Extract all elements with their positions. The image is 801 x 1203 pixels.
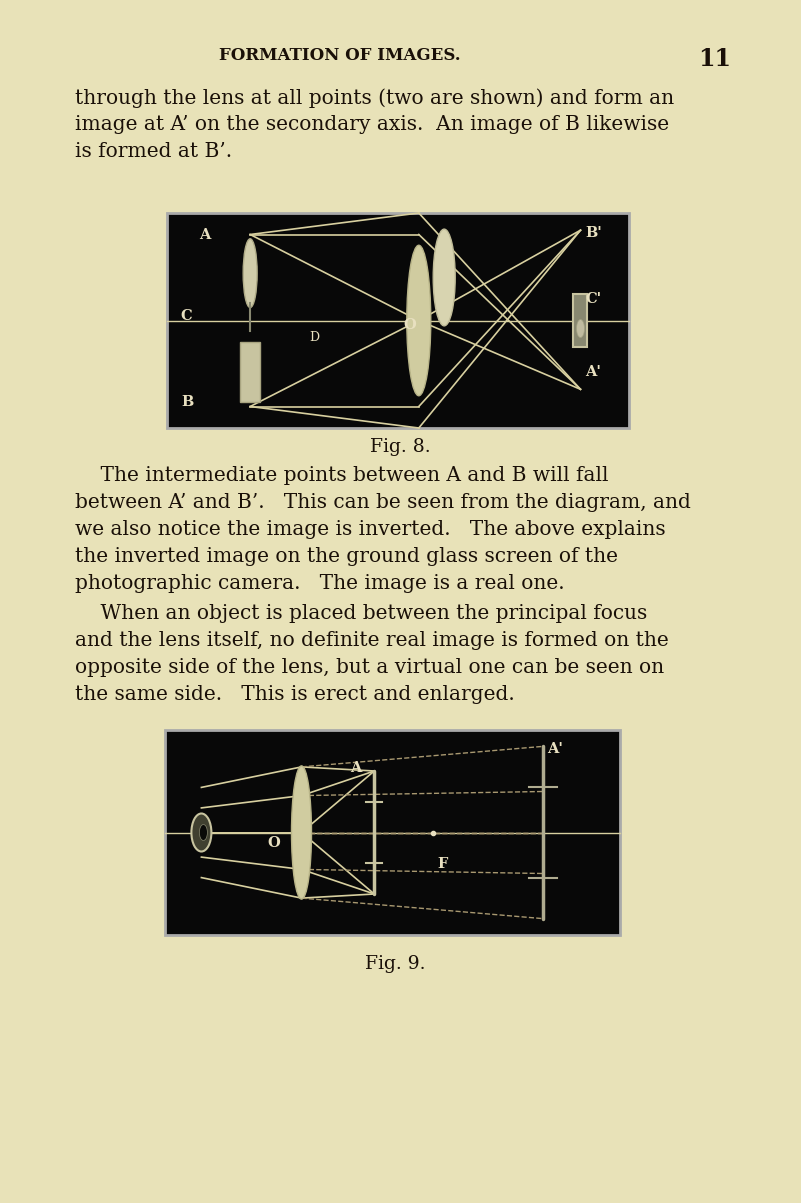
Text: C: C	[181, 309, 192, 324]
Text: through the lens at all points (two are shown) and form an: through the lens at all points (two are …	[75, 88, 674, 107]
Text: B: B	[181, 396, 193, 409]
Text: image at A’ on the secondary axis.  An image of B likewise: image at A’ on the secondary axis. An im…	[75, 115, 669, 134]
Text: and the lens itself, no definite real image is formed on the: and the lens itself, no definite real im…	[75, 632, 669, 650]
Text: C': C'	[585, 292, 602, 306]
Text: O: O	[268, 836, 280, 849]
Text: F: F	[437, 857, 448, 871]
Text: A': A'	[585, 365, 601, 379]
Text: When an object is placed between the principal focus: When an object is placed between the pri…	[75, 604, 647, 623]
Bar	[574, 294, 587, 348]
Text: A: A	[199, 229, 211, 242]
Text: FORMATION OF IMAGES.: FORMATION OF IMAGES.	[219, 47, 461, 64]
Text: A': A'	[547, 742, 563, 757]
Text: The intermediate points between A and B will fall: The intermediate points between A and B …	[75, 466, 609, 485]
Bar	[240, 342, 260, 402]
Ellipse shape	[199, 824, 207, 841]
Text: O: O	[403, 318, 416, 332]
Bar	[165, 730, 620, 935]
Bar	[167, 213, 629, 428]
Text: opposite side of the lens, but a virtual one can be seen on: opposite side of the lens, but a virtual…	[75, 658, 664, 677]
Text: the inverted image on the ground glass screen of the: the inverted image on the ground glass s…	[75, 547, 618, 565]
Ellipse shape	[407, 245, 431, 396]
Ellipse shape	[577, 320, 585, 338]
Text: the same side.   This is erect and enlarged.: the same side. This is erect and enlarge…	[75, 685, 515, 704]
Text: D: D	[310, 331, 320, 344]
Text: photographic camera.   The image is a real one.: photographic camera. The image is a real…	[75, 574, 565, 593]
Ellipse shape	[292, 766, 312, 899]
Text: we also notice the image is inverted.   The above explains: we also notice the image is inverted. Th…	[75, 520, 666, 539]
Text: 11: 11	[698, 47, 731, 71]
Text: Fig. 9.: Fig. 9.	[364, 955, 425, 973]
Ellipse shape	[191, 813, 211, 852]
Text: between A’ and B’.   This can be seen from the diagram, and: between A’ and B’. This can be seen from…	[75, 493, 691, 512]
Text: is formed at B’.: is formed at B’.	[75, 142, 232, 161]
Text: A: A	[350, 760, 362, 775]
Ellipse shape	[433, 229, 455, 326]
Ellipse shape	[244, 239, 257, 308]
Text: Fig. 8.: Fig. 8.	[370, 438, 430, 456]
Text: B': B'	[585, 226, 602, 239]
